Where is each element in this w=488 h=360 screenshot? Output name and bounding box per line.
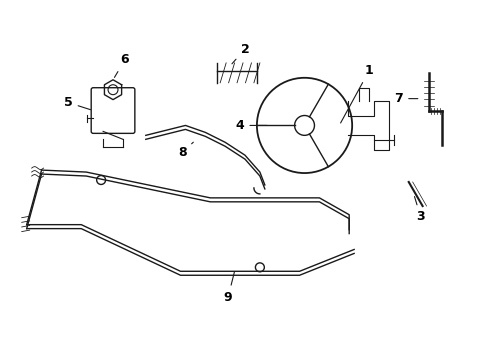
Text: 4: 4 [235, 119, 266, 132]
Text: 3: 3 [414, 197, 424, 223]
Text: 5: 5 [64, 96, 90, 110]
Text: 8: 8 [178, 142, 193, 159]
Text: 2: 2 [231, 42, 249, 64]
Text: 1: 1 [340, 64, 373, 123]
Text: 7: 7 [394, 92, 417, 105]
Text: 6: 6 [114, 53, 129, 77]
Text: 9: 9 [224, 272, 234, 303]
